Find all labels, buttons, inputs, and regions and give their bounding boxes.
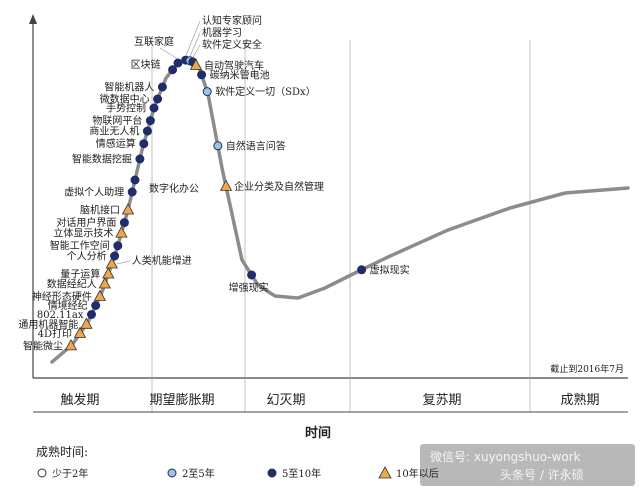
- data-point-marker: [142, 126, 152, 136]
- data-point-marker: [168, 65, 178, 75]
- data-point-label: 数字化办公: [149, 182, 199, 195]
- data-point-marker: [135, 154, 145, 164]
- data-point-marker: [113, 241, 123, 251]
- legend-marker-gt10: [378, 466, 392, 479]
- phase-label-trigger: 触发期: [60, 392, 99, 408]
- legend-label-2to5: 2至5年: [182, 467, 215, 480]
- data-point-label: 互联家庭: [134, 35, 174, 48]
- data-point-marker: [91, 301, 101, 310]
- data-point-marker: [127, 187, 137, 197]
- leader-line: [159, 47, 179, 60]
- data-point-label: 智能机器人: [104, 81, 154, 94]
- data-point-marker: [213, 141, 223, 151]
- data-point-marker: [202, 87, 212, 97]
- data-point-label: 智能微尘: [23, 339, 63, 352]
- x-axis-title: 时间: [305, 425, 331, 441]
- legend-marker-5to10: [267, 468, 277, 478]
- leader-line: [192, 44, 201, 59]
- data-point-label: 虚拟现实: [370, 263, 410, 276]
- data-point-marker: [149, 103, 159, 113]
- data-point-label: 软件定义安全: [202, 38, 262, 51]
- data-point-label: 软件定义一切（SDx）: [215, 85, 316, 98]
- watermark-line1: 微信号: xuyongshuo-work: [430, 450, 581, 464]
- data-point-label: 立体显示技术: [53, 227, 113, 240]
- y-axis-arrow: [29, 14, 37, 24]
- data-point-label: 碳纳米管电池: [210, 68, 270, 81]
- legend-label-gt10: 10年以后: [396, 467, 439, 480]
- data-point-marker: [98, 277, 111, 289]
- data-point-marker: [145, 116, 155, 126]
- data-point-marker: [80, 317, 93, 329]
- data-point-marker: [247, 270, 257, 280]
- data-point-marker: [121, 203, 135, 215]
- data-point-label: 物联网平台: [92, 114, 142, 127]
- data-point-label: 智能数据挖掘: [72, 153, 132, 166]
- legend-marker-lt2: [37, 468, 47, 478]
- data-point-label: 增强现实: [229, 281, 269, 294]
- data-point-marker: [173, 58, 183, 68]
- phase-label-peak: 期望膨胀期: [149, 392, 214, 408]
- date-note: 截止到2016年7月: [550, 363, 624, 375]
- data-point-marker: [115, 226, 128, 238]
- data-point-label: 情感运算: [96, 137, 136, 150]
- data-point-label: 对话用户界面: [56, 216, 116, 229]
- leader-line: [116, 260, 130, 265]
- watermark-line2: 头条号 / 许永硕: [500, 468, 584, 482]
- data-point-marker: [87, 310, 96, 319]
- data-point-label: 数据经纪人: [47, 278, 97, 291]
- legend-label-5to10: 5至10年: [282, 467, 321, 480]
- data-point-label: 企业分类及自然管理: [234, 180, 324, 193]
- data-point-marker: [102, 267, 115, 279]
- legend-title: 成熟时间:: [36, 444, 88, 459]
- phase-label-trough: 幻灭期: [266, 393, 305, 408]
- data-point-marker: [219, 179, 233, 191]
- legend-marker-2to5: [167, 468, 177, 478]
- data-point-label: 微数据中心: [100, 93, 150, 106]
- data-point-marker: [153, 94, 163, 104]
- data-point-label: 虚拟个人助理: [64, 186, 124, 199]
- data-point-label: 自动驾驶汽车: [204, 59, 264, 72]
- data-point-label: 神经形态硬件: [32, 290, 92, 303]
- data-point-marker: [139, 139, 149, 149]
- watermark-backdrop: [420, 444, 635, 486]
- data-point-label: 自然语言问答: [226, 139, 286, 152]
- data-point-marker: [110, 251, 120, 261]
- data-point-label: 认知专家顾问: [202, 14, 262, 27]
- data-point-label: 情境经纪: [48, 299, 88, 312]
- phase-label-plateau: 成熟期: [560, 392, 599, 408]
- leader-line: [189, 32, 201, 57]
- data-point-marker: [130, 175, 140, 185]
- data-point-label: 4D打印: [38, 327, 72, 340]
- legend-label-lt2: 少于2年: [52, 467, 88, 480]
- watermark: 微信号: xuyongshuo-work 头条号 / 许永硕: [420, 444, 635, 486]
- data-point-marker: [157, 82, 167, 92]
- data-point-label: 量子运算: [60, 268, 100, 281]
- data-point-marker: [93, 289, 107, 301]
- data-point-label: 人类机能增进: [132, 254, 192, 267]
- data-point-label: 个人分析: [67, 250, 107, 263]
- data-point-label: 商业无人机: [89, 125, 139, 138]
- data-point-label: 通用机器智能: [18, 318, 78, 331]
- data-point-marker: [64, 339, 78, 351]
- legend: 成熟时间: 少于2年 2至5年 5至10年 10年以后: [36, 444, 439, 480]
- data-point-label: 智能工作空间: [50, 239, 110, 252]
- data-point-marker: [119, 218, 129, 228]
- data-point-marker: [73, 326, 87, 338]
- data-point-marker: [357, 265, 367, 275]
- data-point-label: 脑机接口: [80, 204, 120, 217]
- data-point-label: 802.11ax: [37, 310, 84, 321]
- data-point-marker: [197, 70, 207, 80]
- data-point-label: 区块链: [131, 58, 161, 71]
- data-point-marker: [105, 257, 118, 269]
- leader-line: [185, 20, 201, 57]
- data-point-label: 手势控制: [106, 102, 146, 115]
- data-point-label: 机器学习: [202, 26, 242, 39]
- phase-label-slope: 复苏期: [422, 392, 461, 408]
- data-point-marker: [189, 58, 203, 70]
